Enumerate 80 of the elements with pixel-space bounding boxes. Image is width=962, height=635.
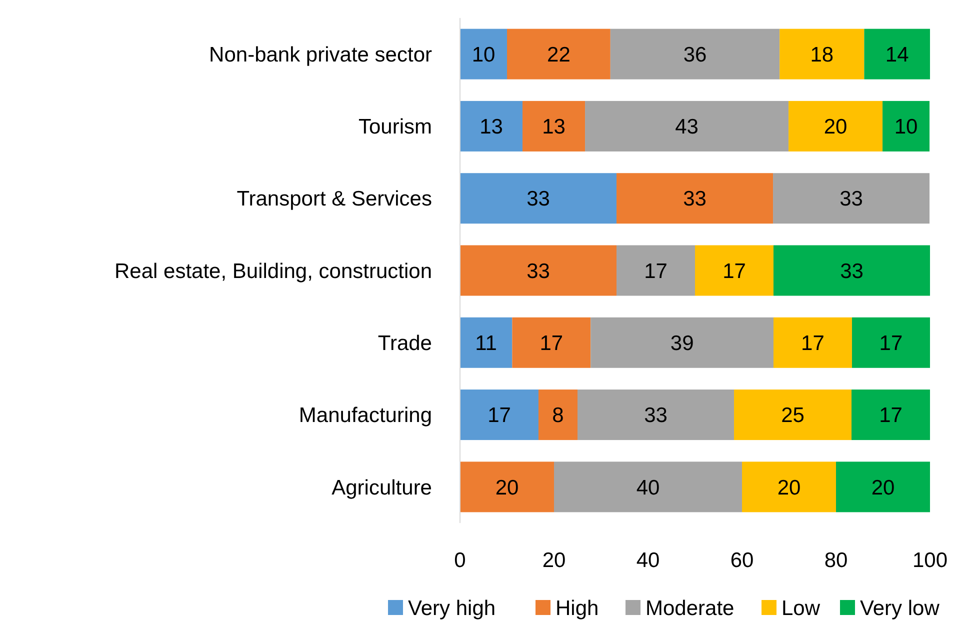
legend-label: Very low bbox=[860, 597, 940, 620]
data-label: 17 bbox=[801, 332, 824, 355]
y-tick-label: Trade bbox=[378, 332, 432, 355]
data-label: 33 bbox=[644, 404, 668, 428]
x-tick-label: 100 bbox=[912, 549, 948, 572]
data-label: 33 bbox=[840, 260, 864, 283]
bar bbox=[852, 390, 930, 440]
x-tick-label: 40 bbox=[636, 549, 660, 572]
x-tick-label: 0 bbox=[454, 549, 466, 572]
data-label: 36 bbox=[683, 43, 707, 66]
data-label: 17 bbox=[879, 332, 903, 355]
data-label: 25 bbox=[781, 404, 804, 428]
y-tick-label: Agriculture bbox=[332, 476, 432, 500]
data-label: 14 bbox=[885, 43, 910, 66]
bar bbox=[773, 317, 852, 368]
bar bbox=[734, 390, 852, 440]
bar bbox=[610, 28, 780, 80]
data-label: 10 bbox=[472, 43, 496, 66]
bar bbox=[460, 245, 617, 296]
bar bbox=[616, 173, 774, 224]
data-label: 33 bbox=[683, 188, 706, 211]
data-label: 43 bbox=[675, 116, 698, 139]
bar bbox=[460, 173, 617, 224]
legend-label: Moderate bbox=[646, 597, 734, 620]
data-label: 22 bbox=[547, 43, 570, 66]
data-label: 33 bbox=[526, 260, 550, 283]
bar bbox=[590, 317, 774, 368]
data-label: 39 bbox=[670, 332, 694, 355]
data-label: 18 bbox=[810, 43, 834, 66]
bar bbox=[836, 462, 930, 512]
data-label: 8 bbox=[552, 404, 564, 428]
data-label: 20 bbox=[824, 116, 848, 139]
data-label: 40 bbox=[636, 476, 660, 500]
bar bbox=[460, 462, 554, 512]
y-tick-label: Manufacturing bbox=[298, 404, 432, 428]
x-tick-label: 60 bbox=[730, 549, 754, 572]
data-label: 20 bbox=[495, 476, 519, 500]
bar bbox=[852, 317, 930, 368]
legend-label: High bbox=[556, 597, 599, 620]
data-label: 13 bbox=[480, 116, 503, 139]
data-label: 17 bbox=[644, 260, 668, 283]
y-tick-label: Transport & Services bbox=[236, 188, 432, 211]
bar bbox=[695, 245, 774, 296]
bar bbox=[460, 100, 523, 152]
bar bbox=[507, 28, 610, 80]
bar bbox=[578, 390, 734, 440]
bar bbox=[742, 462, 836, 512]
legend-label: Low bbox=[782, 597, 821, 620]
data-label: 11 bbox=[475, 332, 497, 355]
x-tick-label: 20 bbox=[542, 549, 566, 572]
legend-label: Very high bbox=[408, 597, 496, 620]
data-label: 13 bbox=[542, 116, 566, 139]
bar bbox=[882, 100, 930, 152]
data-label: 20 bbox=[777, 476, 801, 500]
bar bbox=[585, 100, 789, 152]
data-label: 17 bbox=[879, 404, 902, 428]
data-label: 17 bbox=[722, 260, 746, 283]
data-label: 33 bbox=[840, 188, 863, 211]
data-label: 33 bbox=[526, 188, 550, 211]
bar bbox=[773, 173, 930, 224]
bar bbox=[512, 317, 591, 368]
bar bbox=[538, 390, 578, 440]
bar bbox=[780, 28, 864, 80]
data-label: 17 bbox=[540, 332, 564, 355]
bar bbox=[864, 28, 930, 80]
bar bbox=[460, 317, 512, 368]
x-tick-label: 80 bbox=[824, 549, 848, 572]
bar bbox=[616, 245, 695, 296]
y-tick-label: Real estate, Building, construction bbox=[114, 260, 432, 283]
bar bbox=[522, 100, 586, 152]
y-tick-label: Tourism bbox=[358, 116, 432, 139]
y-tick-label: Non-bank private sector bbox=[209, 43, 432, 66]
data-label: 10 bbox=[894, 116, 918, 139]
data-label: 20 bbox=[871, 476, 895, 500]
bar bbox=[788, 100, 883, 152]
bar bbox=[460, 390, 538, 440]
bar bbox=[554, 462, 742, 512]
bar bbox=[773, 245, 930, 296]
bar bbox=[460, 28, 507, 80]
data-label: 17 bbox=[488, 404, 511, 428]
